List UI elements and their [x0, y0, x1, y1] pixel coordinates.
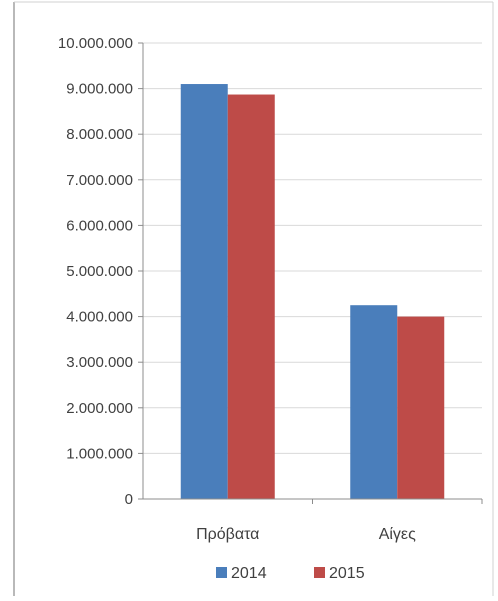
bar-2015-1 — [397, 316, 445, 499]
legend-label: 2014 — [231, 565, 267, 582]
x-axis — [142, 43, 483, 504]
x-axis-labels: Πρόβατα Αίγες — [196, 526, 416, 543]
y-axis-ticks: 0 1.000.000 2.000.000 3.000.000 4.000.000 5.0… — [58, 35, 143, 508]
y-tick-label: 0 — [125, 491, 133, 508]
y-tick-label: 5.000.000 — [66, 263, 133, 280]
y-tick-label: 9.000.000 — [66, 81, 133, 98]
y-tick-label: 7.000.000 — [66, 172, 133, 189]
legend-label: 2015 — [329, 565, 365, 582]
legend-swatch-2015 — [314, 567, 325, 578]
bar-2014-0 — [180, 84, 228, 499]
bars — [180, 84, 445, 499]
bar-2015-0 — [227, 94, 275, 499]
x-category-label: Πρόβατα — [196, 526, 259, 543]
chart-frame — [13, 1, 494, 596]
y-tick-label: 3.000.000 — [66, 354, 133, 371]
y-tick-label: 6.000.000 — [66, 217, 133, 234]
legend: 2014 2015 — [216, 565, 365, 582]
y-tick-label: 10.000.000 — [58, 35, 133, 52]
x-category-label: Αίγες — [379, 526, 416, 543]
bar-2014-1 — [350, 305, 398, 499]
y-tick-label: 2.000.000 — [66, 400, 133, 417]
legend-swatch-2014 — [216, 567, 227, 578]
y-tick-label: 4.000.000 — [66, 309, 133, 326]
y-tick-label: 1.000.000 — [66, 445, 133, 462]
y-tick-label: 8.000.000 — [66, 126, 133, 143]
